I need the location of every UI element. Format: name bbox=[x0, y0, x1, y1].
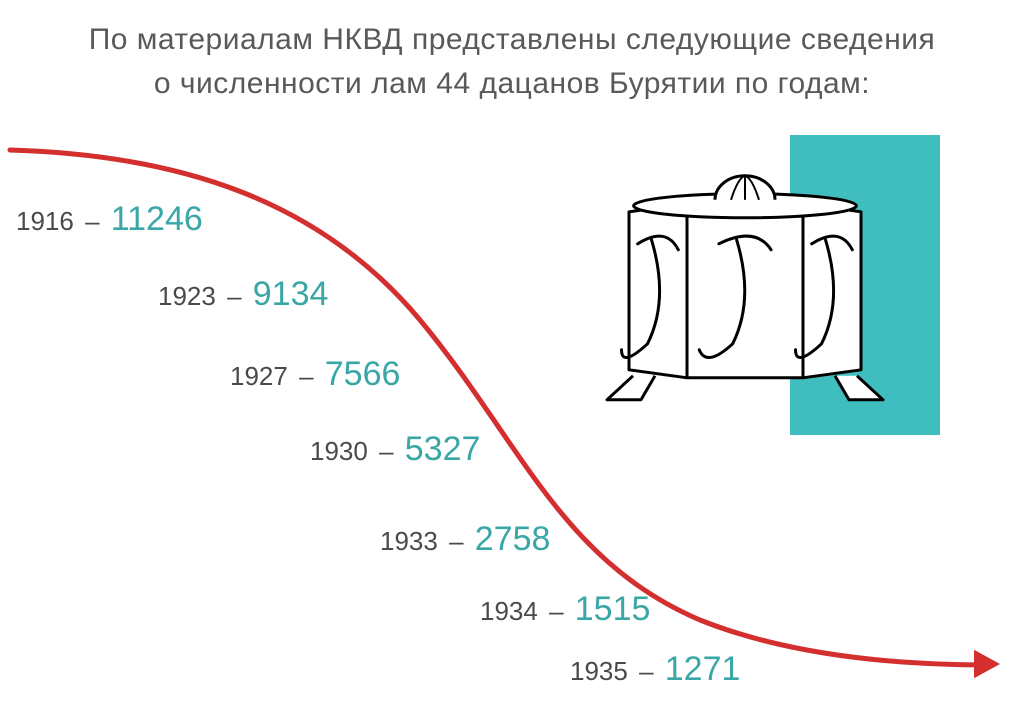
data-point: 1934 – 1515 bbox=[480, 590, 650, 629]
separator: – bbox=[542, 596, 571, 626]
data-point: 1927 – 7566 bbox=[230, 355, 400, 394]
separator: – bbox=[632, 656, 661, 686]
value-label: 5327 bbox=[405, 430, 481, 468]
year-label: 1930 bbox=[310, 436, 368, 466]
data-point: 1923 – 9134 bbox=[158, 275, 328, 314]
year-label: 1923 bbox=[158, 281, 216, 311]
separator: – bbox=[78, 206, 107, 236]
year-label: 1927 bbox=[230, 361, 288, 391]
separator: – bbox=[442, 526, 471, 556]
year-label: 1916 bbox=[16, 206, 74, 236]
value-label: 1515 bbox=[575, 590, 651, 628]
value-label: 9134 bbox=[253, 275, 329, 313]
year-label: 1934 bbox=[480, 596, 538, 626]
value-label: 11246 bbox=[111, 200, 203, 238]
data-point: 1916 – 11246 bbox=[16, 200, 203, 239]
data-point: 1933 – 2758 bbox=[380, 520, 550, 559]
year-label: 1935 bbox=[570, 656, 628, 686]
value-label: 7566 bbox=[325, 355, 401, 393]
value-label: 1271 bbox=[665, 650, 741, 688]
data-point: 1935 – 1271 bbox=[570, 650, 740, 689]
prayer-wheel-icon bbox=[607, 176, 883, 400]
separator: – bbox=[372, 436, 401, 466]
data-point: 1930 – 5327 bbox=[310, 430, 480, 469]
separator: – bbox=[220, 281, 249, 311]
year-label: 1933 bbox=[380, 526, 438, 556]
value-label: 2758 bbox=[475, 520, 551, 558]
separator: – bbox=[292, 361, 321, 391]
